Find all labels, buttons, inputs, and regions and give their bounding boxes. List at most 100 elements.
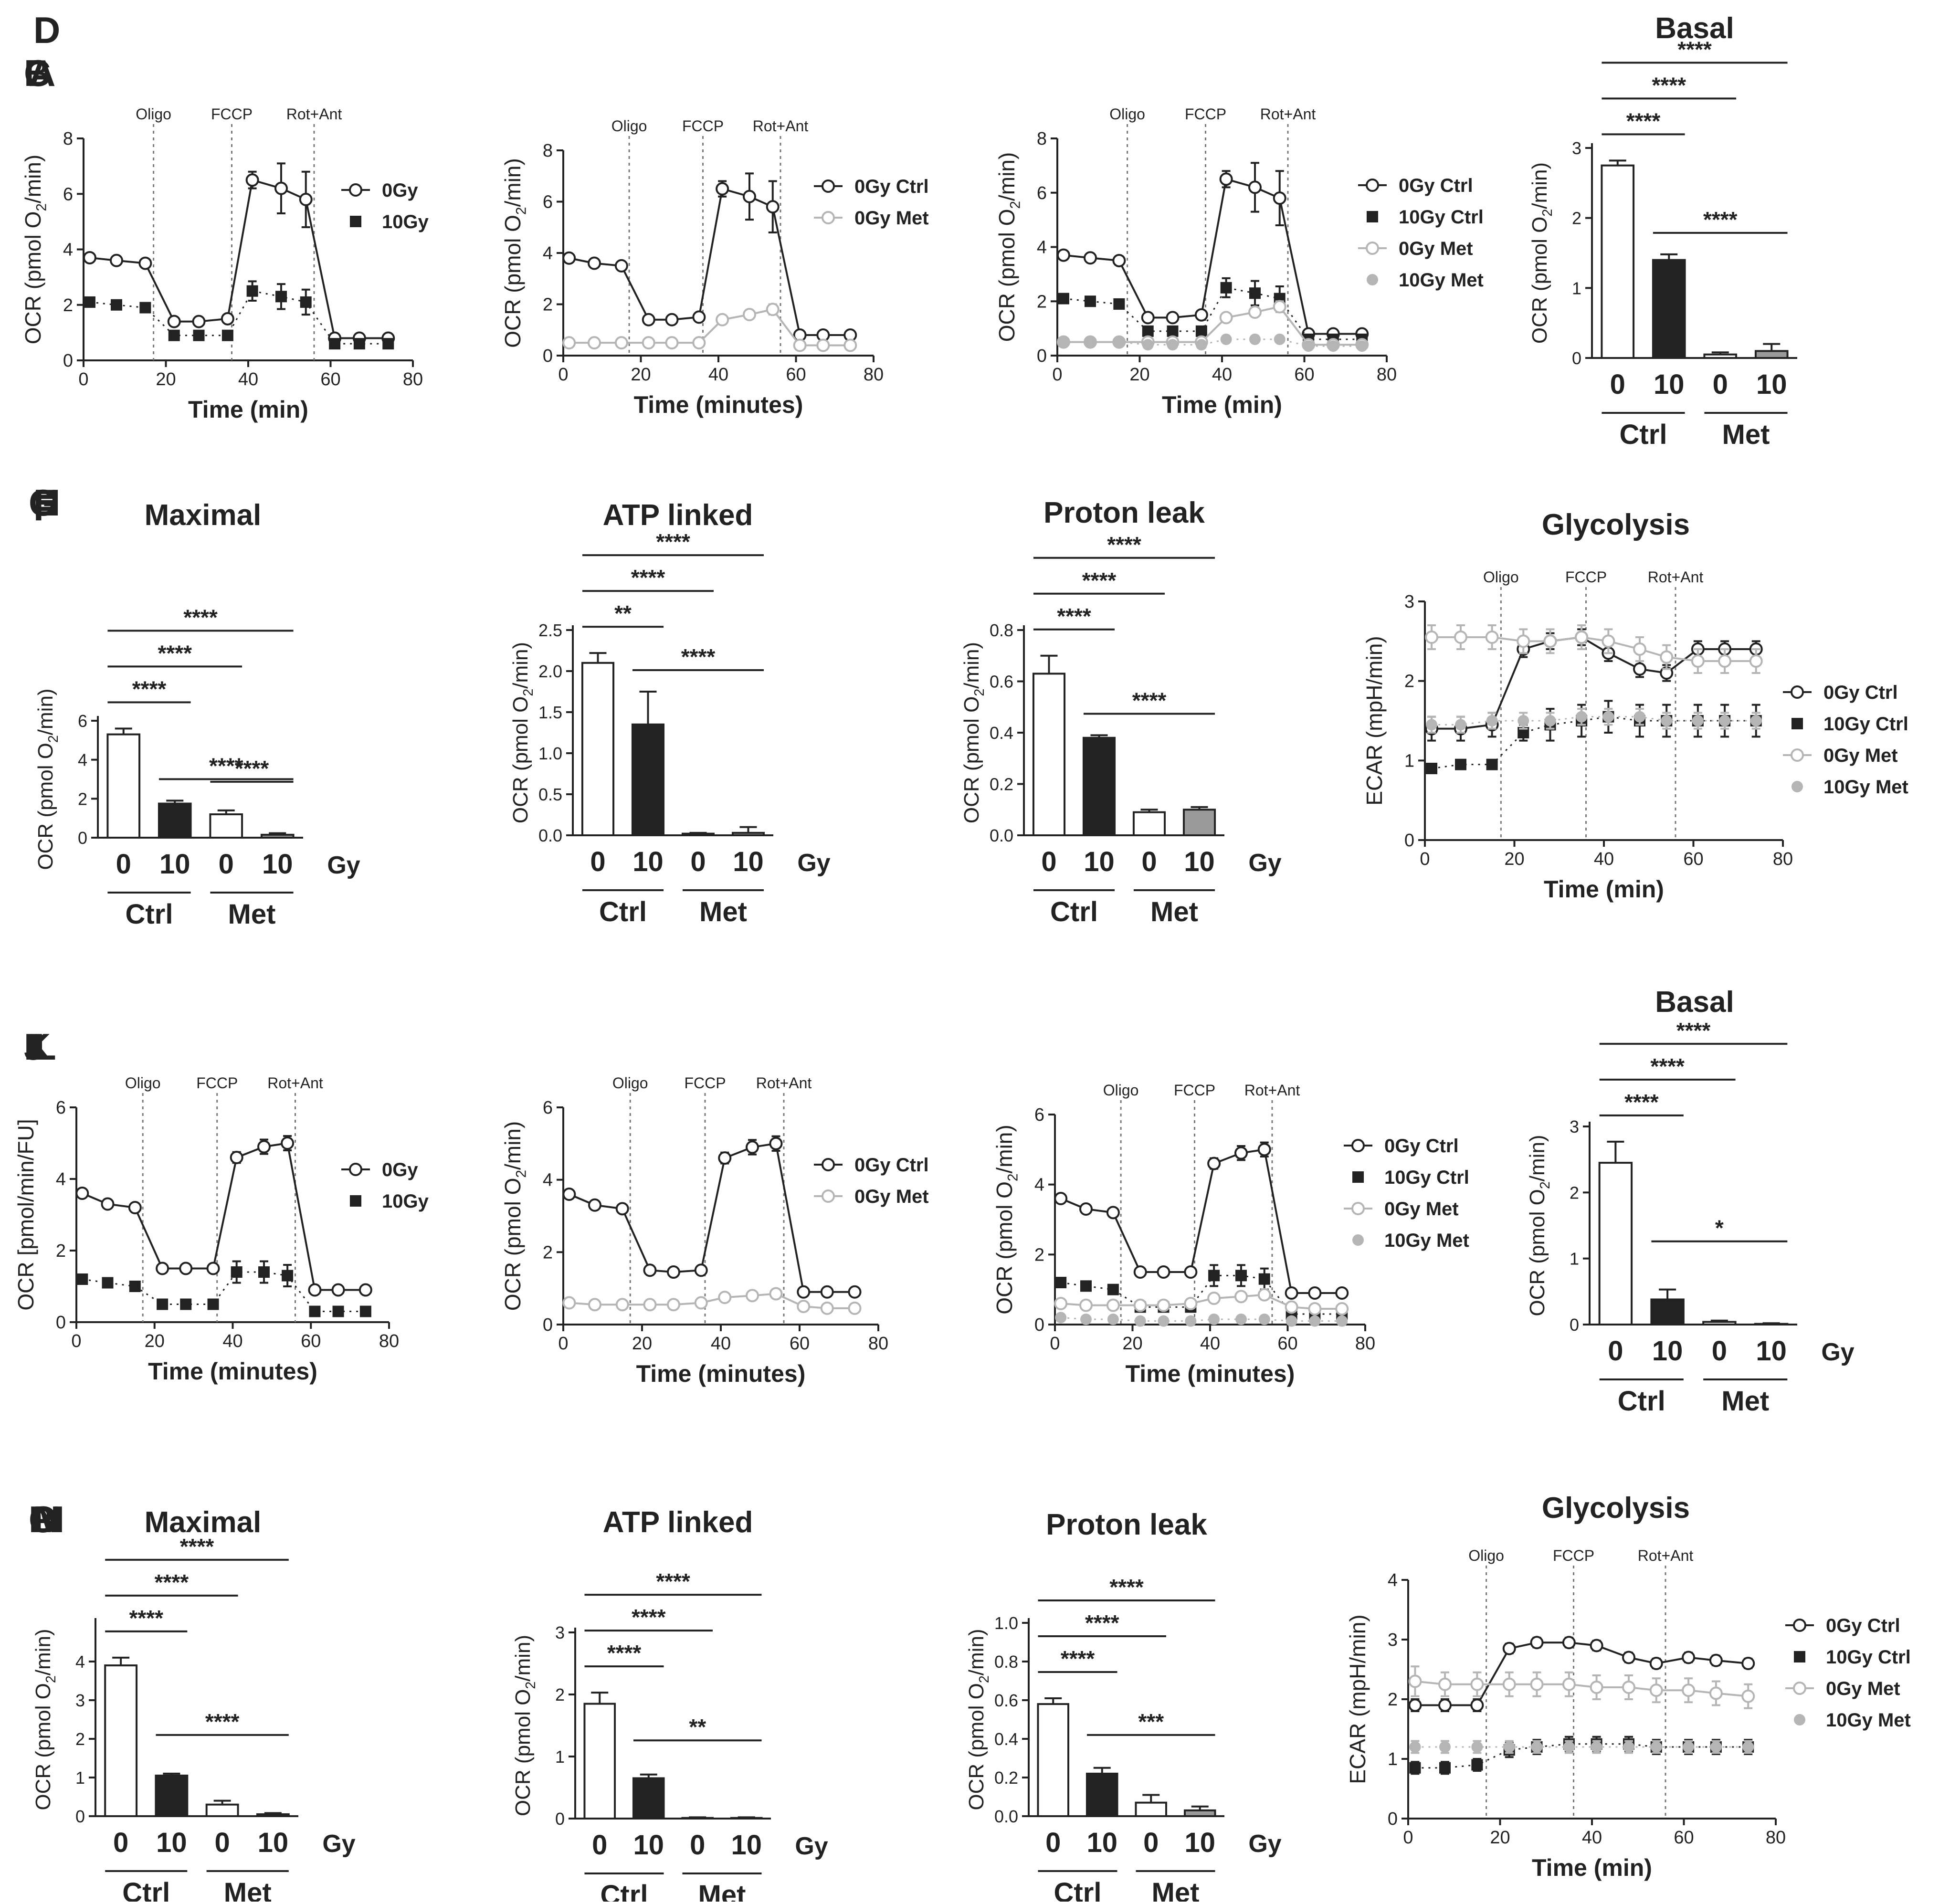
data-point xyxy=(1530,1677,1544,1691)
panel-letter: K xyxy=(24,1026,51,1068)
data-point xyxy=(1438,1698,1452,1712)
y-axis-label: OCR (pmol O2/min) xyxy=(992,1125,1021,1314)
data-point xyxy=(221,312,234,326)
series-line xyxy=(1415,1743,1749,1769)
data-point xyxy=(332,1305,344,1317)
data-point xyxy=(1106,1298,1120,1312)
data-point xyxy=(1660,650,1674,664)
series-10gy-met xyxy=(1409,1740,1754,1754)
legend-marker xyxy=(1791,718,1803,729)
category-label: 0 xyxy=(1045,1827,1061,1858)
data-point xyxy=(1710,1741,1722,1753)
data-point xyxy=(615,1202,629,1216)
data-point xyxy=(221,329,233,341)
panel-letter: J xyxy=(24,1026,44,1068)
bar xyxy=(205,1803,239,1817)
y-tick-label: 0 xyxy=(1037,346,1047,366)
series-0gy-ctrl xyxy=(562,1135,862,1299)
panel-letter: D xyxy=(33,9,60,51)
y-tick-label: 2 xyxy=(1034,1245,1044,1265)
data-point xyxy=(665,313,679,326)
data-point xyxy=(1195,339,1207,351)
bar xyxy=(260,833,295,839)
y-tick-label: 0.5 xyxy=(538,785,562,804)
legend-label: 10Gy xyxy=(382,211,429,232)
category-label: 10 xyxy=(1184,846,1215,877)
category-label: 10 xyxy=(1184,1827,1215,1858)
y-tick-label: 0.4 xyxy=(994,1729,1018,1749)
x-tick-label: 80 xyxy=(868,1334,888,1354)
panel-title: Basal xyxy=(1655,986,1734,1019)
y-tick-label: 3 xyxy=(1404,592,1414,612)
y-tick-label: 2.0 xyxy=(538,662,562,681)
x-tick-label: 20 xyxy=(1129,365,1149,385)
data-point xyxy=(643,1298,657,1312)
y-tick-label: 0 xyxy=(1404,831,1414,851)
injection-label: FCCP xyxy=(1565,568,1607,586)
panel-letter: G xyxy=(29,482,58,524)
bar xyxy=(155,1774,189,1817)
x-tick-label: 80 xyxy=(1355,1334,1375,1354)
category-label: 0 xyxy=(590,846,605,877)
x-tick-label: 20 xyxy=(1122,1334,1142,1354)
y-tick-label: 0 xyxy=(56,1313,66,1333)
bar xyxy=(583,1703,616,1820)
data-point xyxy=(1575,631,1589,644)
group-label: Ctrl xyxy=(122,1877,170,1902)
x-tick-label: 40 xyxy=(222,1331,242,1351)
data-point xyxy=(1470,1677,1484,1691)
significance-label: **** xyxy=(235,756,269,781)
panel-letter: B xyxy=(24,52,51,94)
data-point xyxy=(1439,1741,1451,1753)
data-point xyxy=(667,1298,680,1312)
category-label: 10 xyxy=(1756,369,1787,400)
category-label: 10 xyxy=(731,1830,762,1861)
data-point xyxy=(1056,248,1070,262)
x-tick-label: 0 xyxy=(558,1334,568,1354)
data-point xyxy=(180,1298,192,1310)
data-point xyxy=(1080,1314,1092,1325)
injection-label: Oligo xyxy=(1483,568,1519,586)
data-point xyxy=(614,336,628,350)
data-point xyxy=(1530,1636,1544,1650)
x-tick-label: 80 xyxy=(1773,849,1793,869)
injection-label: Oligo xyxy=(612,1074,648,1092)
data-point xyxy=(353,338,365,350)
group-label: Ctrl xyxy=(1054,1877,1102,1902)
legend-label: 0Gy Ctrl xyxy=(1826,1615,1900,1636)
data-point xyxy=(192,315,206,328)
data-point xyxy=(281,1136,295,1150)
data-point xyxy=(667,1265,680,1279)
data-point xyxy=(331,1283,345,1297)
data-point xyxy=(1219,311,1233,325)
data-point xyxy=(615,1298,629,1312)
data-point xyxy=(1485,631,1499,644)
data-point xyxy=(139,302,151,314)
category-label: 0 xyxy=(1712,1336,1727,1367)
series-line xyxy=(1063,305,1362,346)
data-point xyxy=(1749,654,1763,668)
data-point xyxy=(1455,758,1466,770)
x-tick-label: 60 xyxy=(1277,1334,1297,1354)
data-point xyxy=(1220,333,1232,345)
data-point xyxy=(692,336,706,350)
data-point xyxy=(1590,1681,1603,1694)
series-10gy-met xyxy=(1426,708,1762,734)
data-point xyxy=(692,310,706,324)
data-point xyxy=(1133,1265,1147,1279)
data-point xyxy=(743,189,756,203)
data-point xyxy=(168,329,180,341)
data-point xyxy=(1080,1280,1092,1292)
data-point xyxy=(1531,1741,1543,1753)
bar xyxy=(1032,673,1066,836)
significance-label: **** xyxy=(607,1641,642,1665)
data-point xyxy=(1208,1314,1220,1325)
category-label: 0 xyxy=(113,1827,128,1858)
group-label: Ctrl xyxy=(599,896,647,927)
series-line xyxy=(1415,1641,1749,1706)
bar xyxy=(1598,1162,1633,1325)
data-point xyxy=(329,338,341,350)
